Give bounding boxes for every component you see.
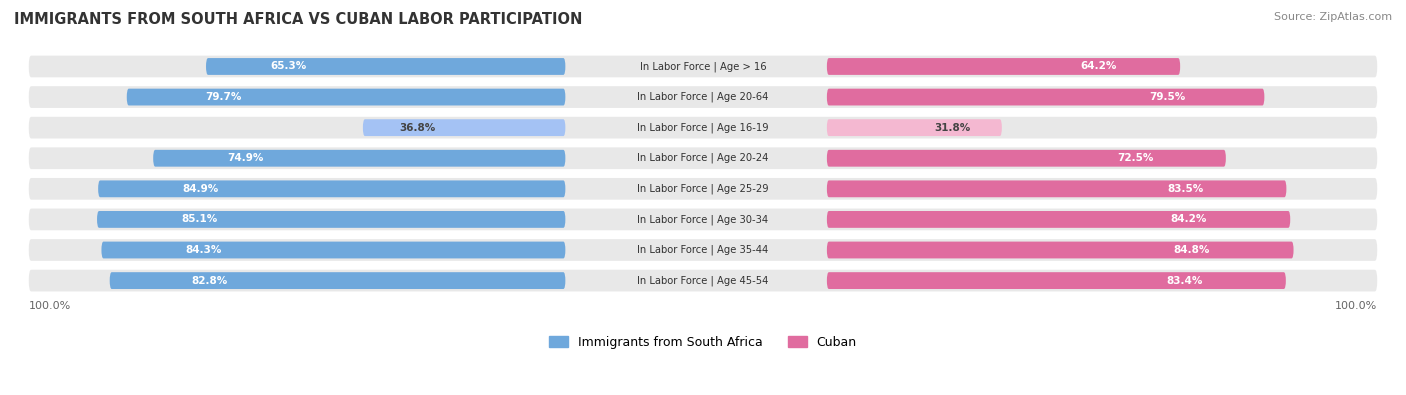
Text: 79.5%: 79.5% — [1149, 92, 1185, 102]
FancyBboxPatch shape — [827, 119, 1002, 136]
Text: 100.0%: 100.0% — [28, 301, 72, 311]
FancyBboxPatch shape — [827, 88, 1264, 105]
Text: In Labor Force | Age 35-44: In Labor Force | Age 35-44 — [637, 245, 769, 255]
FancyBboxPatch shape — [28, 209, 1378, 230]
FancyBboxPatch shape — [28, 117, 1378, 139]
FancyBboxPatch shape — [827, 150, 1226, 167]
Text: In Labor Force | Age 16-19: In Labor Force | Age 16-19 — [637, 122, 769, 133]
Text: 84.8%: 84.8% — [1173, 245, 1209, 255]
Text: 79.7%: 79.7% — [205, 92, 242, 102]
Text: 100.0%: 100.0% — [1334, 301, 1378, 311]
FancyBboxPatch shape — [827, 58, 1180, 75]
FancyBboxPatch shape — [28, 56, 1378, 77]
Text: In Labor Force | Age 30-34: In Labor Force | Age 30-34 — [637, 214, 769, 225]
Text: 36.8%: 36.8% — [399, 123, 436, 133]
FancyBboxPatch shape — [28, 147, 1378, 169]
Text: 84.3%: 84.3% — [186, 245, 221, 255]
FancyBboxPatch shape — [98, 181, 565, 197]
Text: In Labor Force | Age > 16: In Labor Force | Age > 16 — [640, 61, 766, 72]
Text: In Labor Force | Age 45-54: In Labor Force | Age 45-54 — [637, 275, 769, 286]
FancyBboxPatch shape — [827, 242, 1294, 258]
Text: 72.5%: 72.5% — [1118, 153, 1154, 163]
Text: IMMIGRANTS FROM SOUTH AFRICA VS CUBAN LABOR PARTICIPATION: IMMIGRANTS FROM SOUTH AFRICA VS CUBAN LA… — [14, 12, 582, 27]
Text: 83.5%: 83.5% — [1167, 184, 1204, 194]
FancyBboxPatch shape — [28, 239, 1378, 261]
FancyBboxPatch shape — [101, 242, 565, 258]
Text: 64.2%: 64.2% — [1080, 62, 1116, 71]
FancyBboxPatch shape — [28, 86, 1378, 108]
FancyBboxPatch shape — [827, 181, 1286, 197]
FancyBboxPatch shape — [827, 211, 1291, 228]
Text: 65.3%: 65.3% — [271, 62, 307, 71]
Text: 82.8%: 82.8% — [191, 276, 228, 286]
Text: In Labor Force | Age 20-24: In Labor Force | Age 20-24 — [637, 153, 769, 164]
FancyBboxPatch shape — [110, 272, 565, 289]
Text: In Labor Force | Age 20-64: In Labor Force | Age 20-64 — [637, 92, 769, 102]
Text: 83.4%: 83.4% — [1167, 276, 1204, 286]
FancyBboxPatch shape — [363, 119, 565, 136]
FancyBboxPatch shape — [28, 178, 1378, 200]
Text: In Labor Force | Age 25-29: In Labor Force | Age 25-29 — [637, 184, 769, 194]
Text: 84.2%: 84.2% — [1170, 214, 1206, 224]
Legend: Immigrants from South Africa, Cuban: Immigrants from South Africa, Cuban — [544, 331, 862, 354]
FancyBboxPatch shape — [97, 211, 565, 228]
FancyBboxPatch shape — [127, 88, 565, 105]
FancyBboxPatch shape — [153, 150, 565, 167]
FancyBboxPatch shape — [207, 58, 565, 75]
Text: 84.9%: 84.9% — [183, 184, 218, 194]
FancyBboxPatch shape — [827, 272, 1286, 289]
Text: 74.9%: 74.9% — [228, 153, 264, 163]
Text: 31.8%: 31.8% — [934, 123, 970, 133]
Text: 85.1%: 85.1% — [181, 214, 218, 224]
Text: Source: ZipAtlas.com: Source: ZipAtlas.com — [1274, 12, 1392, 22]
FancyBboxPatch shape — [28, 270, 1378, 292]
